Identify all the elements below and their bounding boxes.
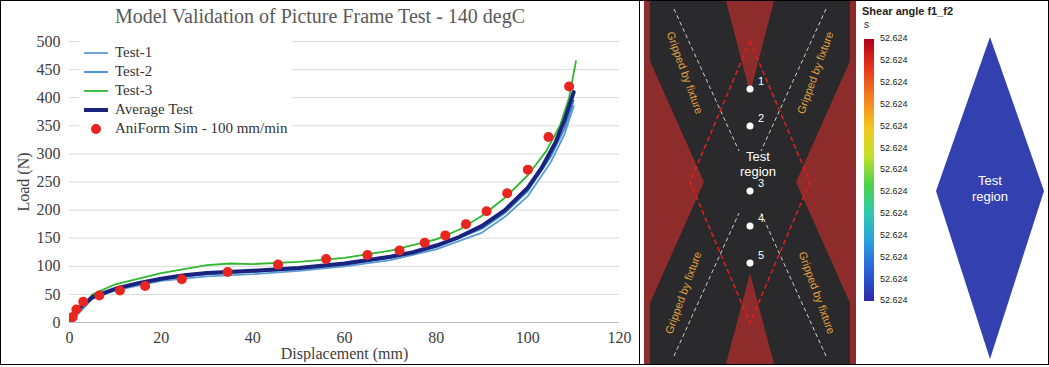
svg-text:52.624: 52.624 <box>880 230 908 240</box>
svg-text:52.624: 52.624 <box>880 33 908 43</box>
svg-text:52.624: 52.624 <box>880 295 908 305</box>
svg-text:52.624: 52.624 <box>880 121 908 131</box>
svg-text:Gripped by fixture: Gripped by fixture <box>794 30 835 116</box>
svg-text:Gripped by fixture: Gripped by fixture <box>665 30 706 116</box>
svg-text:150: 150 <box>37 229 61 246</box>
svg-text:100: 100 <box>516 329 540 346</box>
svg-text:80: 80 <box>428 329 444 346</box>
html-text:Test-2: Test-2 <box>115 63 153 79</box>
svg-text:450: 450 <box>37 61 61 78</box>
svg-text:Gripped by fixture: Gripped by fixture <box>797 250 838 336</box>
svg-text:300: 300 <box>37 145 61 162</box>
svg-text:120: 120 <box>608 329 632 346</box>
svg-text:52.624: 52.624 <box>880 55 908 65</box>
svg-text:1: 1 <box>758 75 764 87</box>
svg-text:2: 2 <box>758 112 764 124</box>
svg-text:52.624: 52.624 <box>880 164 908 174</box>
svg-text:50: 50 <box>45 286 61 303</box>
svg-text:200: 200 <box>37 201 61 218</box>
html-text:Test-3: Test-3 <box>115 82 153 98</box>
svg-text:Load (N): Load (N) <box>15 152 33 211</box>
svg-text:400: 400 <box>37 89 61 106</box>
svg-text:0: 0 <box>53 314 61 331</box>
svg-text:Displacement (mm): Displacement (mm) <box>281 345 409 363</box>
svg-text:250: 250 <box>37 173 61 190</box>
svg-text:52.624: 52.624 <box>880 77 908 87</box>
svg-text:52.624: 52.624 <box>880 143 908 153</box>
svg-text:60: 60 <box>337 329 353 346</box>
svg-text:20: 20 <box>153 329 169 346</box>
svg-text:5: 5 <box>758 249 764 261</box>
html-text:Test-1: Test-1 <box>115 44 153 60</box>
svg-text:350: 350 <box>37 117 61 134</box>
svg-text:500: 500 <box>37 33 61 50</box>
html-text:Average Test: Average Test <box>115 101 193 117</box>
svg-text:0: 0 <box>66 329 74 346</box>
svg-text:52.624: 52.624 <box>880 274 908 284</box>
html-text:Model Validation of Picture Fr: Model Validation of Picture Frame Test -… <box>115 5 525 27</box>
svg-text:3: 3 <box>758 177 765 189</box>
svg-text:52.624: 52.624 <box>880 186 908 196</box>
svg-text:Testregion: Testregion <box>972 173 1008 204</box>
svg-text:Gripped by fixture: Gripped by fixture <box>662 250 703 336</box>
svg-text:40: 40 <box>245 329 261 346</box>
svg-text:52.624: 52.624 <box>880 252 908 262</box>
svg-text:100: 100 <box>37 257 61 274</box>
svg-text:s: s <box>864 19 869 30</box>
svg-text:Testregion: Testregion <box>740 149 776 179</box>
svg-text:52.624: 52.624 <box>880 208 908 218</box>
svg-text:52.624: 52.624 <box>880 99 908 109</box>
html-text:AniForm Sim - 100 mm/min: AniForm Sim - 100 mm/min <box>115 120 288 136</box>
svg-text:Shear angle f1_f2: Shear angle f1_f2 <box>862 5 953 17</box>
svg-text:4: 4 <box>758 212 764 224</box>
